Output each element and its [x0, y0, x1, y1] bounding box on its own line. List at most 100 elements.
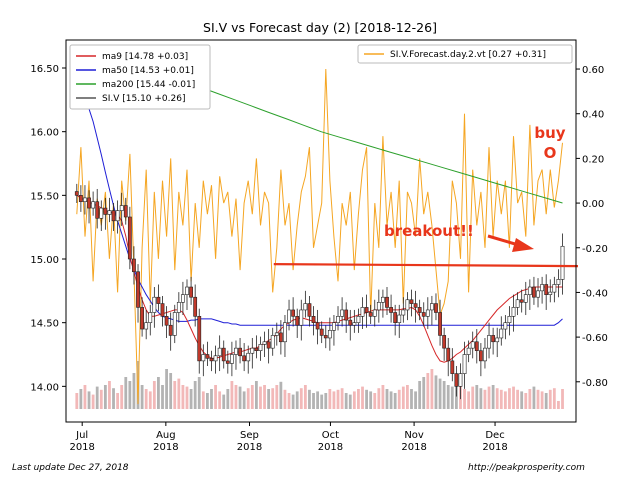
candle-body: [262, 341, 267, 345]
volume-bar: [361, 386, 364, 409]
candle: [242, 343, 247, 372]
volume-bar: [348, 394, 352, 409]
left-tick-label: 15.00: [30, 255, 59, 266]
forecast-line-layer: [76, 68, 563, 405]
candle-body: [87, 197, 91, 209]
left-tick-label: 15.50: [30, 191, 59, 202]
candle: [336, 306, 340, 331]
candle: [238, 337, 242, 364]
volume-bar: [287, 393, 291, 409]
right-tick-label: 0.20: [582, 154, 604, 165]
candle: [132, 246, 136, 285]
annotations: breakout!! buy O: [273, 124, 579, 268]
volume-bar: [124, 377, 128, 409]
volume-bar: [267, 389, 271, 409]
candle: [229, 341, 234, 377]
candle: [262, 331, 267, 358]
candle-body: [246, 352, 251, 362]
candle-body: [336, 316, 340, 323]
volume-bar: [328, 389, 332, 409]
candle: [140, 297, 144, 337]
candle: [217, 335, 222, 372]
candle-body: [372, 309, 377, 317]
volume-bar: [291, 394, 295, 409]
volume-bar: [552, 388, 556, 409]
plot-frame: [65, 39, 577, 423]
candle-body: [327, 330, 332, 339]
candle-body: [278, 332, 283, 343]
volume-bar: [520, 391, 524, 409]
volume-bar: [148, 391, 152, 409]
candle: [258, 336, 263, 361]
volume-bar: [108, 381, 111, 409]
volume-bar: [475, 385, 479, 409]
x-tick-year: 2018: [401, 442, 426, 453]
candle: [148, 304, 153, 336]
candle-body: [148, 312, 153, 323]
candle-body: [201, 354, 206, 362]
volume-bar: [234, 385, 238, 409]
volume-bar: [487, 386, 491, 409]
candle-body: [274, 332, 279, 336]
candle-body: [225, 360, 230, 364]
volume-bar: [250, 385, 254, 409]
candle-body: [491, 335, 496, 343]
x-tick-label: Jul: [75, 430, 88, 441]
candle: [270, 327, 275, 356]
candle-body: [474, 341, 479, 351]
x-tick-year: 2018: [318, 442, 343, 453]
candle: [127, 206, 132, 270]
candle-body: [421, 312, 426, 317]
candle: [205, 341, 210, 366]
right-tick-label: -0.60: [582, 333, 608, 344]
candle: [372, 299, 377, 327]
candle: [287, 299, 291, 331]
candle-body: [127, 216, 132, 260]
candle-body: [242, 355, 247, 362]
candle: [536, 278, 540, 308]
volume-bar: [528, 389, 532, 409]
candle: [115, 200, 120, 234]
candle: [511, 294, 516, 332]
volume-bar: [385, 389, 389, 409]
candle: [99, 200, 104, 231]
candle-body: [91, 201, 96, 209]
candle: [442, 327, 447, 361]
ma50-line: [76, 74, 563, 326]
volume-bar: [369, 391, 373, 409]
candle-body: [270, 335, 275, 349]
candle-body: [495, 337, 500, 343]
candle: [209, 350, 214, 372]
candle-body: [348, 319, 353, 326]
candle-body: [413, 303, 418, 308]
candle-body: [532, 286, 536, 298]
candle: [274, 322, 279, 346]
candle: [172, 304, 177, 344]
candle: [315, 309, 320, 345]
volume-bar: [197, 377, 201, 409]
footer-last-update: Last update Dec 27, 2018: [12, 463, 129, 473]
candle-body: [470, 341, 475, 349]
volume-bar: [332, 391, 336, 409]
candle-body: [283, 322, 287, 343]
candle: [478, 343, 483, 377]
candle: [152, 287, 157, 328]
candle-body: [364, 307, 369, 313]
candle-body: [544, 284, 549, 295]
candle: [523, 281, 528, 316]
volume-bar: [344, 393, 348, 409]
volume-bar: [495, 388, 499, 409]
candle: [323, 325, 328, 349]
candle: [552, 276, 557, 303]
candle-body: [99, 207, 104, 219]
volume-bar: [544, 393, 548, 409]
legend-left-box: [69, 44, 211, 110]
candle: [160, 295, 165, 327]
candle-body: [503, 322, 508, 330]
candles: [74, 183, 565, 400]
volume-bar: [226, 389, 230, 409]
candle: [401, 297, 406, 323]
volume-bar: [193, 381, 197, 409]
breakout-line: [273, 263, 579, 268]
